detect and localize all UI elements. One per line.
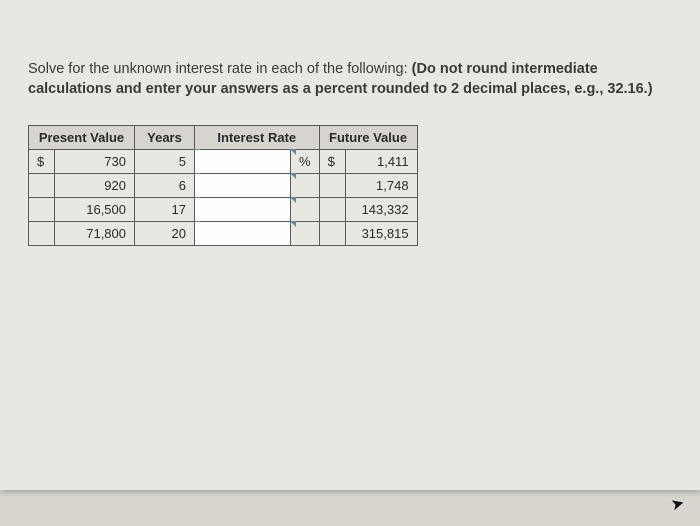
- years-cell: 17: [135, 198, 195, 222]
- blank-cell: [319, 198, 345, 222]
- table-header-row: Present Value Years Interest Rate Future…: [29, 126, 418, 150]
- currency-symbol: $: [29, 150, 55, 174]
- years-value: 5: [179, 154, 186, 169]
- years-cell: 20: [135, 222, 195, 246]
- cell-marker-icon: [290, 197, 296, 203]
- interest-rate-table: Present Value Years Interest Rate Future…: [28, 125, 418, 246]
- table-row: 16,500 17 143,332: [29, 198, 418, 222]
- future-value: 1,748: [345, 174, 417, 198]
- future-value: 1,411: [345, 150, 417, 174]
- years-cell: 5: [135, 150, 195, 174]
- years-cell: 6: [135, 174, 195, 198]
- present-value: 16,500: [55, 198, 135, 222]
- interest-rate-input[interactable]: [195, 222, 291, 246]
- blank-cell: [29, 174, 55, 198]
- header-future-value: Future Value: [319, 126, 417, 150]
- question-prompt: Solve for the unknown interest rate in e…: [28, 60, 672, 99]
- interest-rate-input[interactable]: [195, 150, 291, 174]
- future-value: 143,332: [345, 198, 417, 222]
- header-years: Years: [135, 126, 195, 150]
- table-row: $ 730 5 % $ 1,411: [29, 150, 418, 174]
- present-value: 71,800: [55, 222, 135, 246]
- interest-rate-input[interactable]: [195, 174, 291, 198]
- cell-marker-icon: [290, 173, 296, 179]
- present-value: 730: [55, 150, 135, 174]
- years-value: 6: [179, 178, 186, 193]
- blank-cell: [319, 174, 345, 198]
- years-value: 17: [172, 202, 186, 217]
- future-value: 315,815: [345, 222, 417, 246]
- cell-marker-icon: [290, 149, 296, 155]
- interest-rate-input[interactable]: [195, 198, 291, 222]
- worksheet-sheet: Solve for the unknown interest rate in e…: [0, 0, 700, 490]
- years-value: 20: [172, 226, 186, 241]
- blank-cell: [29, 222, 55, 246]
- blank-cell: [29, 198, 55, 222]
- cell-marker-icon: [290, 221, 296, 227]
- table-row: 920 6 1,748: [29, 174, 418, 198]
- blank-cell: [319, 222, 345, 246]
- present-value: 920: [55, 174, 135, 198]
- header-present-value: Present Value: [29, 126, 135, 150]
- currency-symbol: $: [319, 150, 345, 174]
- table-row: 71,800 20 315,815: [29, 222, 418, 246]
- prompt-lead: Solve for the unknown interest rate in e…: [28, 61, 412, 77]
- header-interest-rate: Interest Rate: [195, 126, 320, 150]
- cursor-icon: ➤: [668, 493, 686, 516]
